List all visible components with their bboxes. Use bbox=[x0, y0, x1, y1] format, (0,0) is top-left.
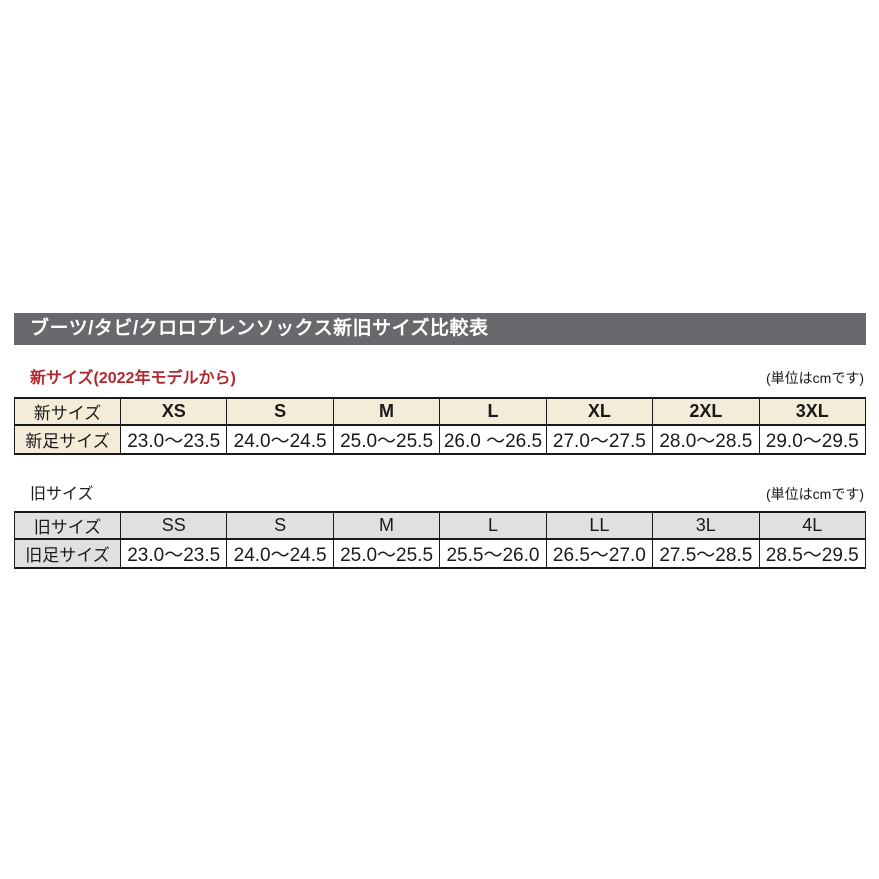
old-size-cell: LL bbox=[545, 511, 654, 540]
old-range-cell: 26.5〜27.0 bbox=[545, 538, 654, 569]
new-size-cell: XL bbox=[545, 397, 654, 426]
new-foot-row-label: 新足サイズ bbox=[14, 424, 121, 455]
new-size-cell: L bbox=[439, 397, 547, 426]
old-size-heading: 旧サイズ bbox=[30, 486, 94, 503]
section-title-bar: ブーツ/タビ/クロロプレンソックス新旧サイズ比較表 bbox=[14, 313, 866, 345]
new-section-header: 新サイズ(2022年モデルから) (単位はcmです) bbox=[14, 364, 866, 388]
old-section-header: 旧サイズ (単位はcmです) bbox=[14, 480, 866, 504]
new-range-cell: 28.0〜28.5 bbox=[652, 424, 760, 455]
old-size-cell: S bbox=[226, 511, 334, 540]
old-size-cell: M bbox=[332, 511, 441, 540]
old-size-row-label: 旧サイズ bbox=[14, 511, 121, 540]
new-range-cell: 25.0〜25.5 bbox=[332, 424, 441, 455]
new-size-cell: M bbox=[332, 397, 441, 426]
old-size-cell: 4L bbox=[758, 511, 867, 540]
old-range-cell: 25.5〜26.0 bbox=[439, 538, 547, 569]
old-size-cell: SS bbox=[119, 511, 228, 540]
new-size-cell: 2XL bbox=[652, 397, 760, 426]
new-size-cell: S bbox=[226, 397, 334, 426]
old-size-table: 旧サイズ SS S M L LL 3L 4L 旧足サイズ 23.0〜23.5 2… bbox=[14, 511, 867, 569]
old-size-cell: L bbox=[439, 511, 547, 540]
new-size-row-label: 新サイズ bbox=[14, 397, 121, 426]
old-range-cell: 23.0〜23.5 bbox=[119, 538, 228, 569]
old-range-cell: 25.0〜25.5 bbox=[332, 538, 441, 569]
old-range-cell: 24.0〜24.5 bbox=[226, 538, 334, 569]
new-range-cell: 23.0〜23.5 bbox=[119, 424, 228, 455]
new-range-cell: 26.0 〜26.5 bbox=[439, 424, 547, 455]
new-size-cell: XS bbox=[119, 397, 228, 426]
old-unit-note: (単位はcmです) bbox=[766, 486, 864, 502]
new-size-cell: 3XL bbox=[758, 397, 867, 426]
new-unit-note: (単位はcmです) bbox=[766, 370, 864, 386]
old-range-cell: 27.5〜28.5 bbox=[652, 538, 760, 569]
new-range-cell: 29.0〜29.5 bbox=[758, 424, 867, 455]
new-size-heading: 新サイズ(2022年モデルから) bbox=[30, 370, 236, 387]
old-range-cell: 28.5〜29.5 bbox=[758, 538, 867, 569]
page-title: ブーツ/タビ/クロロプレンソックス新旧サイズ比較表 bbox=[30, 318, 489, 339]
old-size-cell: 3L bbox=[652, 511, 760, 540]
new-range-cell: 27.0〜27.5 bbox=[545, 424, 654, 455]
new-foot-size-row: 新足サイズ 23.0〜23.5 24.0〜24.5 25.0〜25.5 26.0… bbox=[14, 424, 867, 455]
new-size-table: 新サイズ XS S M L XL 2XL 3XL 新足サイズ 23.0〜23.5… bbox=[14, 397, 867, 455]
old-foot-size-row: 旧足サイズ 23.0〜23.5 24.0〜24.5 25.0〜25.5 25.5… bbox=[14, 538, 867, 569]
new-size-header-row: 新サイズ XS S M L XL 2XL 3XL bbox=[14, 397, 867, 426]
size-chart-content: ブーツ/タビ/クロロプレンソックス新旧サイズ比較表 新サイズ(2022年モデルか… bbox=[14, 313, 867, 569]
new-range-cell: 24.0〜24.5 bbox=[226, 424, 334, 455]
old-size-header-row: 旧サイズ SS S M L LL 3L 4L bbox=[14, 511, 867, 540]
old-foot-row-label: 旧足サイズ bbox=[14, 538, 121, 569]
